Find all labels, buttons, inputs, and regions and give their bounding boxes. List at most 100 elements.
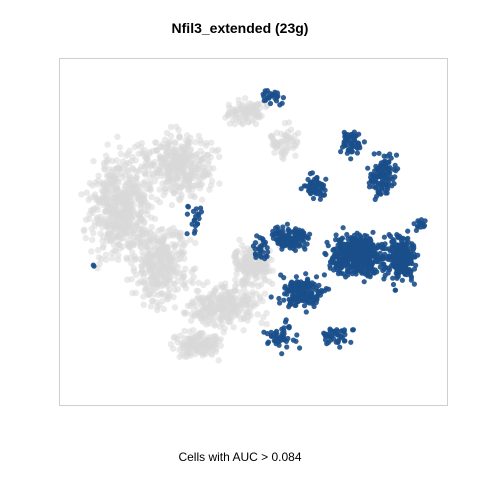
data-point — [235, 294, 243, 302]
data-point — [134, 182, 141, 190]
data-point — [278, 335, 284, 341]
data-point — [301, 303, 308, 309]
data-point — [169, 147, 176, 154]
data-point — [148, 193, 155, 200]
data-point — [268, 294, 274, 300]
data-point — [124, 276, 131, 283]
data-point — [294, 332, 300, 338]
data-point — [206, 171, 213, 179]
data-point — [393, 265, 399, 271]
data-point — [192, 346, 200, 353]
data-point — [78, 191, 85, 198]
data-point — [307, 289, 313, 295]
data-point — [171, 248, 178, 256]
data-point — [350, 327, 356, 333]
data-point — [179, 244, 186, 251]
data-point — [293, 274, 299, 280]
data-point — [393, 168, 399, 174]
data-point — [197, 157, 204, 164]
data-point — [121, 172, 129, 179]
data-point — [165, 174, 173, 181]
data-point — [123, 256, 131, 263]
data-point — [181, 273, 188, 280]
data-point — [132, 289, 139, 297]
scatter-plot — [78, 88, 428, 364]
data-point — [371, 269, 377, 275]
data-point — [321, 272, 327, 278]
data-point — [196, 312, 203, 320]
data-point — [310, 195, 317, 202]
data-point — [418, 224, 424, 230]
data-point — [323, 176, 329, 182]
data-point — [390, 281, 397, 288]
data-point — [315, 182, 321, 188]
data-point — [404, 256, 410, 263]
data-point — [163, 264, 170, 271]
data-point — [242, 263, 249, 271]
data-point — [127, 232, 134, 239]
data-point — [205, 317, 213, 325]
data-point — [380, 246, 386, 252]
data-point — [194, 181, 201, 189]
data-point — [171, 304, 179, 311]
data-point — [116, 227, 123, 234]
data-point — [181, 327, 188, 335]
data-point — [231, 288, 239, 295]
data-point — [168, 201, 176, 209]
data-point — [392, 287, 398, 293]
data-point — [117, 150, 125, 158]
data-point — [107, 222, 114, 229]
data-point — [201, 167, 208, 175]
data-point — [217, 342, 224, 349]
data-point — [101, 193, 109, 200]
data-point — [169, 164, 176, 171]
data-point — [210, 165, 217, 172]
data-point — [287, 300, 294, 306]
data-point — [117, 235, 124, 242]
data-point — [263, 321, 270, 328]
data-point — [155, 267, 162, 275]
data-point — [397, 254, 403, 260]
data-point — [344, 150, 350, 156]
data-point — [284, 344, 290, 350]
data-point — [176, 197, 183, 204]
data-point — [160, 305, 167, 313]
data-point — [111, 199, 119, 206]
data-point — [281, 325, 287, 331]
data-point — [239, 280, 246, 287]
data-point — [177, 255, 184, 262]
data-point — [102, 251, 110, 258]
data-point — [178, 161, 185, 168]
data-point — [124, 150, 132, 158]
data-point — [338, 265, 345, 271]
data-point — [208, 139, 215, 146]
data-point — [256, 293, 264, 300]
data-point — [211, 322, 218, 329]
data-point — [378, 191, 384, 197]
data-point — [159, 164, 166, 171]
data-point — [135, 191, 142, 199]
data-point — [247, 312, 254, 319]
chart-subtitle: Cells with AUC > 0.084 — [178, 450, 302, 464]
data-point — [216, 153, 223, 161]
data-point — [181, 335, 188, 342]
data-point — [171, 258, 179, 266]
data-point — [122, 190, 130, 198]
data-point — [275, 240, 281, 246]
data-point — [322, 333, 329, 339]
data-point — [244, 245, 251, 252]
data-point — [187, 277, 195, 285]
data-point — [303, 183, 309, 189]
data-point — [249, 282, 256, 289]
data-point — [189, 157, 196, 165]
data-point — [356, 143, 362, 149]
data-point — [273, 341, 279, 347]
data-point — [204, 151, 211, 159]
data-point — [302, 246, 308, 252]
data-point — [215, 305, 222, 313]
data-point — [156, 186, 163, 193]
data-point — [156, 250, 163, 257]
data-point — [159, 240, 166, 248]
data-point — [337, 344, 343, 350]
data-point — [278, 229, 284, 235]
